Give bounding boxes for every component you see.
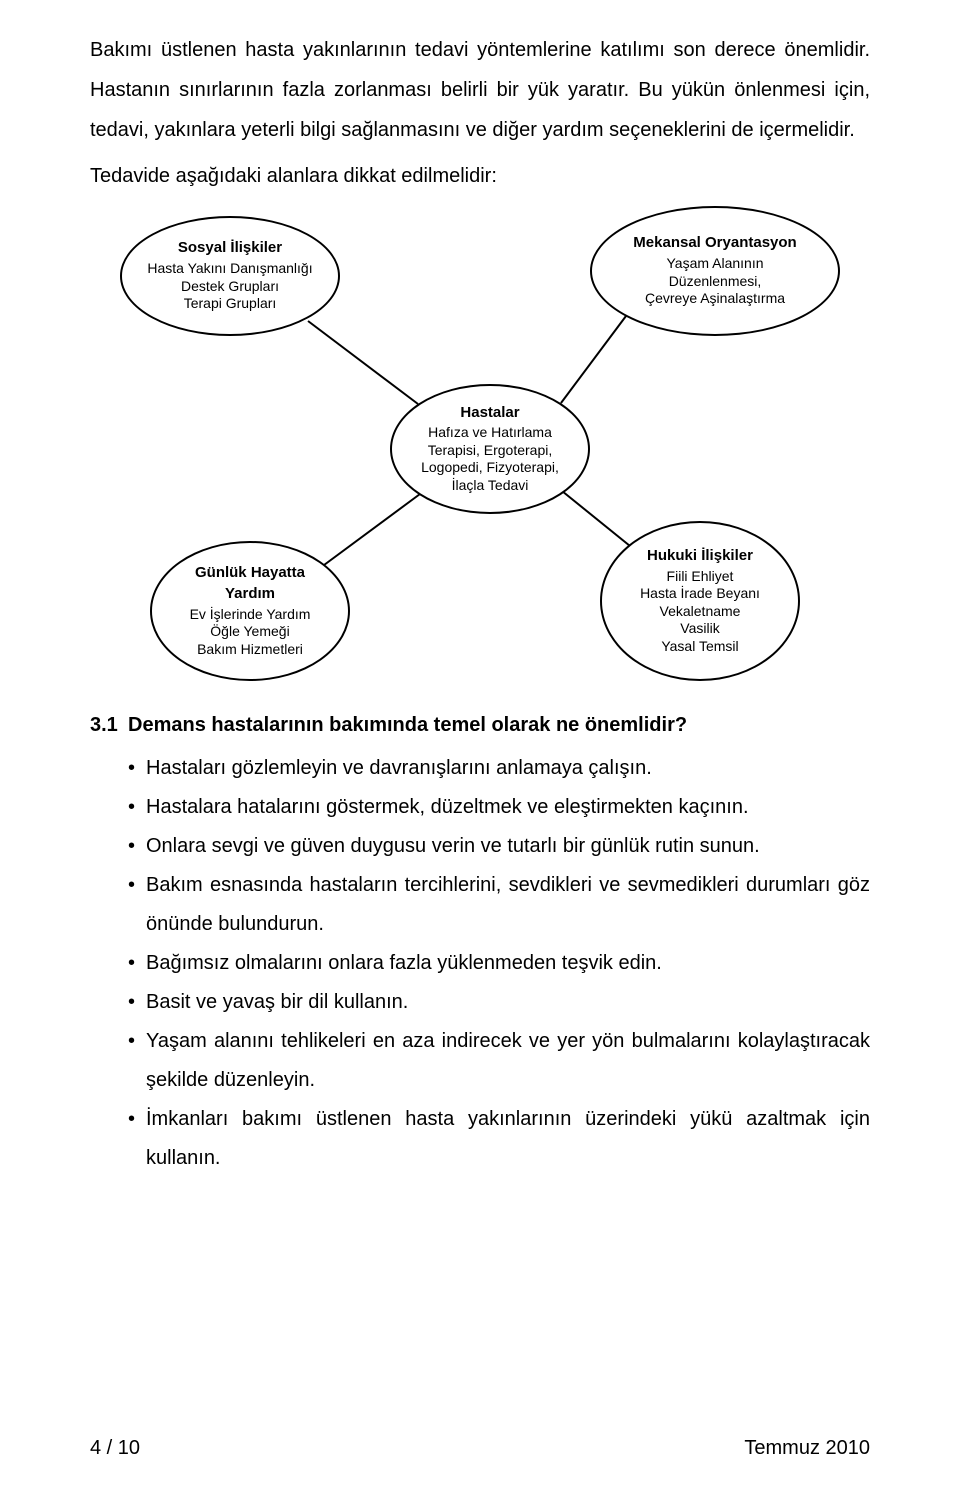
node-bottom-left: Günlük Hayatta Yardım Ev İşlerinde YardımÖ… (150, 541, 350, 681)
node-line: Düzenlenmesi, (669, 273, 762, 291)
document-page: Bakımı üstlenen hasta yakınlarının tedav… (0, 0, 960, 1486)
concept-diagram: HastalarHafıza ve HatırlamaTerapisi, Erg… (90, 206, 870, 686)
node-title: Mekansal Oryantasyon (633, 234, 796, 253)
bullet-item: Yaşam alanını tehlikeleri en aza indirec… (128, 1022, 870, 1100)
node-line: Vekaletname (660, 603, 741, 621)
node-line: Hafıza ve Hatırlama (428, 424, 552, 442)
node-title: Günlük Hayatta (195, 564, 305, 583)
node-title: Hukuki İlişkiler (647, 547, 753, 566)
node-line: Hasta İrade Beyanı (640, 585, 760, 603)
bullet-item: İmkanları bakımı üstlenen hasta yakınlar… (128, 1100, 870, 1178)
node-line: Terapi Grupları (184, 295, 277, 313)
bullet-item: Hastalara hatalarını göstermek, düzeltme… (128, 788, 870, 827)
node-line: Çevreye Aşinalaştırma (645, 290, 785, 308)
bullet-item: Bakım esnasında hastaların tercihlerini,… (128, 866, 870, 944)
node-line: Destek Grupları (181, 278, 279, 296)
node-bottom-right: Hukuki İlişkiler Fiili EhliyetHasta İrade… (600, 521, 800, 681)
node-center: HastalarHafıza ve HatırlamaTerapisi, Erg… (390, 384, 590, 514)
node-title: Sosyal İlişkiler (178, 239, 282, 258)
footer-page-number: 4 / 10 (90, 1437, 140, 1460)
node-line: Yaşam Alanının (666, 255, 763, 273)
node-line: Terapisi, Ergoterapi, (428, 442, 553, 460)
bullet-item: Basit ve yavaş bir dil kullanın. (128, 983, 870, 1022)
section-title: Demans hastalarının bakımında temel olar… (128, 714, 687, 737)
node-line: Ev İşlerinde Yardım (190, 606, 311, 624)
bullet-item: Onlara sevgi ve güven duygusu verin ve t… (128, 827, 870, 866)
section-heading: 3.1 Demans hastalarının bakımında temel … (90, 714, 870, 737)
footer-date: Temmuz 2010 (744, 1437, 870, 1460)
node-top-left: Sosyal İlişkiler Hasta Yakını Danışmanlığ… (120, 216, 340, 336)
node-line: Vasilik (680, 620, 719, 638)
node-title: Yardım (225, 585, 275, 604)
node-line: Bakım Hizmetleri (197, 641, 303, 659)
node-line: İlaçla Tedavi (452, 477, 529, 495)
node-line: Öğle Yemeği (210, 623, 289, 641)
intro-paragraph-2: Tedavide aşağıdaki alanlara dikkat edilm… (90, 156, 870, 196)
section-number: 3.1 (90, 714, 128, 737)
intro-paragraph-1: Bakımı üstlenen hasta yakınlarının tedav… (90, 30, 870, 150)
node-line: Logopedi, Fizyoterapi, (421, 459, 559, 477)
node-line: Yasal Temsil (661, 638, 738, 656)
node-line: Fiili Ehliyet (667, 568, 734, 586)
node-title: Hastalar (460, 404, 519, 423)
node-top-right: Mekansal Oryantasyon Yaşam AlanınınDüzenl… (590, 206, 840, 336)
bullet-item: Hastaları gözlemleyin ve davranışlarını … (128, 749, 870, 788)
bullet-item: Bağımsız olmalarını onlara fazla yüklenm… (128, 944, 870, 983)
node-line: Hasta Yakını Danışmanlığı (147, 260, 312, 278)
page-footer: 4 / 10 Temmuz 2010 (90, 1437, 870, 1460)
bullet-list: Hastaları gözlemleyin ve davranışlarını … (90, 749, 870, 1178)
